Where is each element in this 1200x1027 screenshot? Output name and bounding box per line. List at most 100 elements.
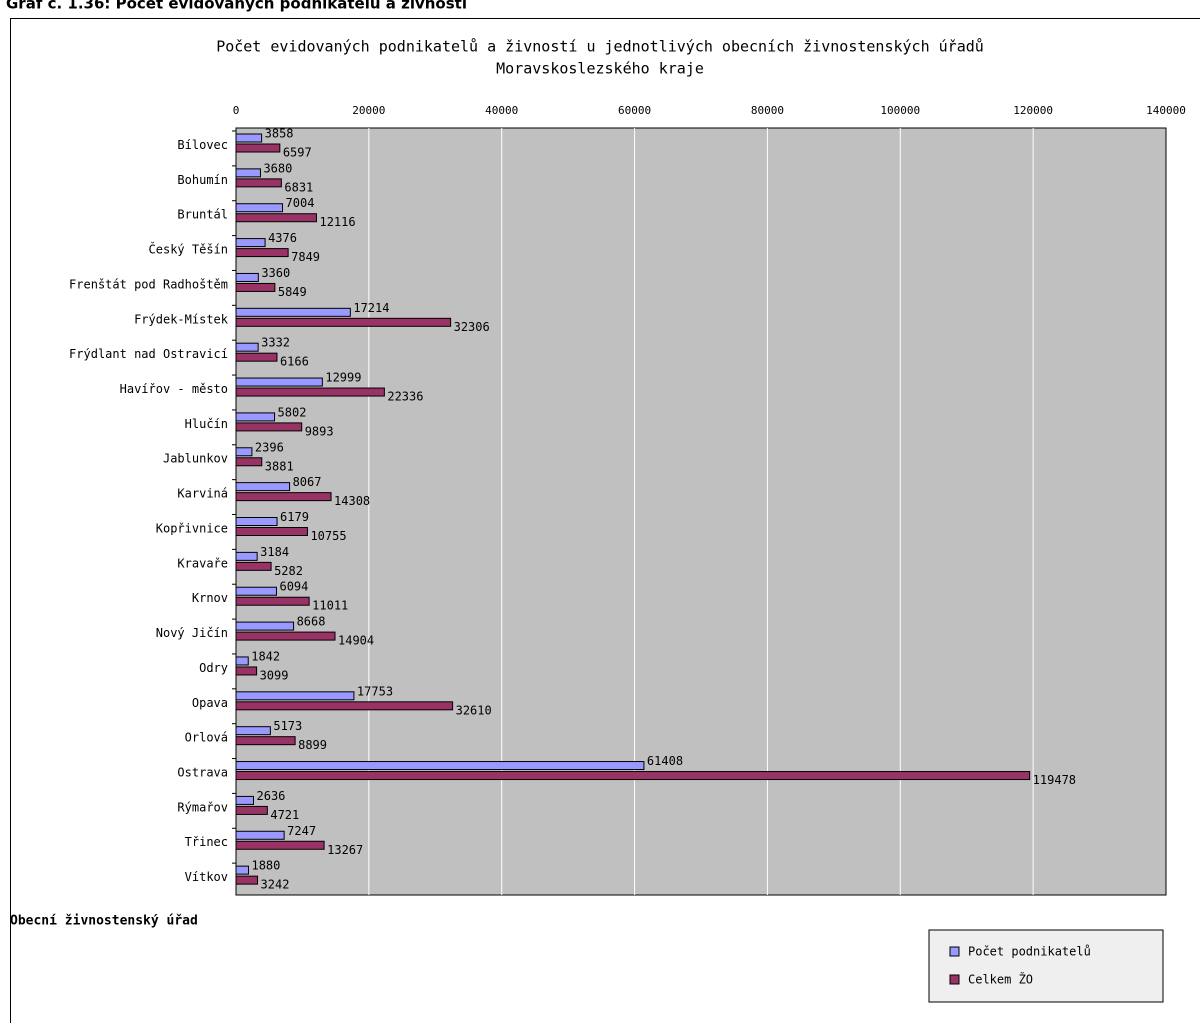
y-tick-label: Bohumín [177, 173, 228, 187]
bar [236, 308, 350, 316]
value-label: 9893 [305, 424, 334, 438]
y-tick-label: Kopřivnice [156, 521, 228, 535]
bar [236, 343, 258, 351]
value-label: 3242 [261, 878, 290, 892]
value-label: 11011 [312, 599, 348, 613]
x-tick-label: 140000 [1146, 104, 1186, 117]
chart-subtitle: Moravskoslezského kraje [496, 60, 704, 78]
value-label: 6179 [280, 510, 309, 524]
legend-label: Celkem ŽO [968, 972, 1033, 987]
value-label: 1880 [251, 859, 280, 873]
value-label: 6597 [283, 146, 312, 160]
bar [236, 727, 270, 735]
bar [236, 657, 248, 665]
value-label: 7849 [291, 250, 320, 264]
value-label: 61408 [647, 754, 683, 768]
y-tick-label: Krnov [192, 591, 228, 605]
bar [236, 841, 324, 849]
bar [236, 179, 281, 187]
value-label: 2636 [257, 789, 286, 803]
bar [236, 737, 295, 745]
value-label: 32610 [456, 703, 492, 717]
bar [236, 667, 257, 675]
y-tick-label: Kravaře [177, 556, 228, 570]
y-tick-label: Karviná [177, 487, 228, 501]
y-tick-label: Havířov - město [120, 382, 228, 396]
bar [236, 448, 252, 456]
value-label: 3184 [260, 545, 289, 559]
x-tick-label: 120000 [1013, 104, 1053, 117]
bar [236, 413, 275, 421]
bar [236, 458, 262, 466]
caption: Graf č. 1.36: Počet evidovaných podnikat… [6, 0, 468, 13]
value-label: 3680 [263, 161, 292, 175]
value-label: 14308 [334, 494, 370, 508]
y-tick-label: Opava [192, 696, 228, 710]
bar [236, 692, 354, 700]
bar [236, 378, 322, 386]
value-label: 7004 [286, 196, 315, 210]
value-label: 3332 [261, 336, 290, 350]
value-label: 8668 [297, 615, 326, 629]
value-label: 5849 [278, 285, 307, 299]
bar [236, 388, 384, 396]
bar [236, 518, 277, 526]
y-tick-label: Bruntál [177, 208, 228, 222]
legend [929, 930, 1163, 1002]
bar [236, 587, 276, 595]
bar [236, 772, 1030, 780]
value-label: 8067 [293, 475, 322, 489]
y-tick-label: Orlová [185, 731, 228, 745]
value-label: 13267 [327, 843, 363, 857]
value-label: 14904 [338, 634, 374, 648]
bar [236, 876, 258, 884]
value-label: 7247 [287, 824, 316, 838]
y-tick-label: Frýdek-Místek [134, 312, 229, 326]
value-label: 5802 [278, 405, 307, 419]
value-label: 6094 [279, 580, 308, 594]
x-tick-label: 40000 [485, 104, 518, 117]
value-label: 17214 [353, 301, 389, 315]
value-label: 4376 [268, 231, 297, 245]
y-tick-label: Český Těšín [149, 242, 228, 257]
y-tick-label: Jablunkov [163, 452, 228, 466]
value-label: 3099 [260, 668, 289, 682]
x-tick-label: 100000 [880, 104, 920, 117]
value-label: 5173 [273, 719, 302, 733]
y-tick-label: Odry [199, 661, 228, 675]
y-tick-label: Frenštát pod Radhoštěm [69, 277, 228, 291]
y-tick-label: Vítkov [185, 870, 228, 884]
bar [236, 483, 290, 491]
bar [236, 423, 302, 431]
bar [236, 273, 258, 281]
y-tick-label: Hlučín [185, 417, 228, 431]
bar [236, 622, 294, 630]
value-label: 32306 [454, 320, 490, 334]
value-label: 6166 [280, 355, 309, 369]
bar [236, 796, 254, 804]
value-label: 5282 [274, 564, 303, 578]
bar [236, 702, 453, 710]
legend-swatch [950, 975, 959, 984]
bar [236, 318, 451, 326]
bar [236, 239, 265, 247]
bar [236, 866, 248, 874]
legend-swatch [950, 947, 959, 956]
chart-title: Počet evidovaných podnikatelů a živností… [216, 38, 984, 56]
bar [236, 144, 280, 152]
y-tick-label: Frýdlant nad Ostravicí [69, 347, 228, 361]
y-tick-label: Nový Jičín [156, 626, 228, 640]
value-label: 3881 [265, 459, 294, 473]
value-label: 8899 [298, 738, 327, 752]
x-tick-label: 20000 [352, 104, 385, 117]
y-tick-label: Bílovec [177, 138, 228, 152]
bar [236, 249, 288, 257]
bar [236, 597, 309, 605]
bar [236, 204, 283, 212]
y-tick-label: Rýmařov [177, 800, 228, 814]
x-tick-label: 80000 [751, 104, 784, 117]
bar [236, 806, 267, 814]
value-label: 3360 [261, 266, 290, 280]
bar [236, 169, 260, 177]
